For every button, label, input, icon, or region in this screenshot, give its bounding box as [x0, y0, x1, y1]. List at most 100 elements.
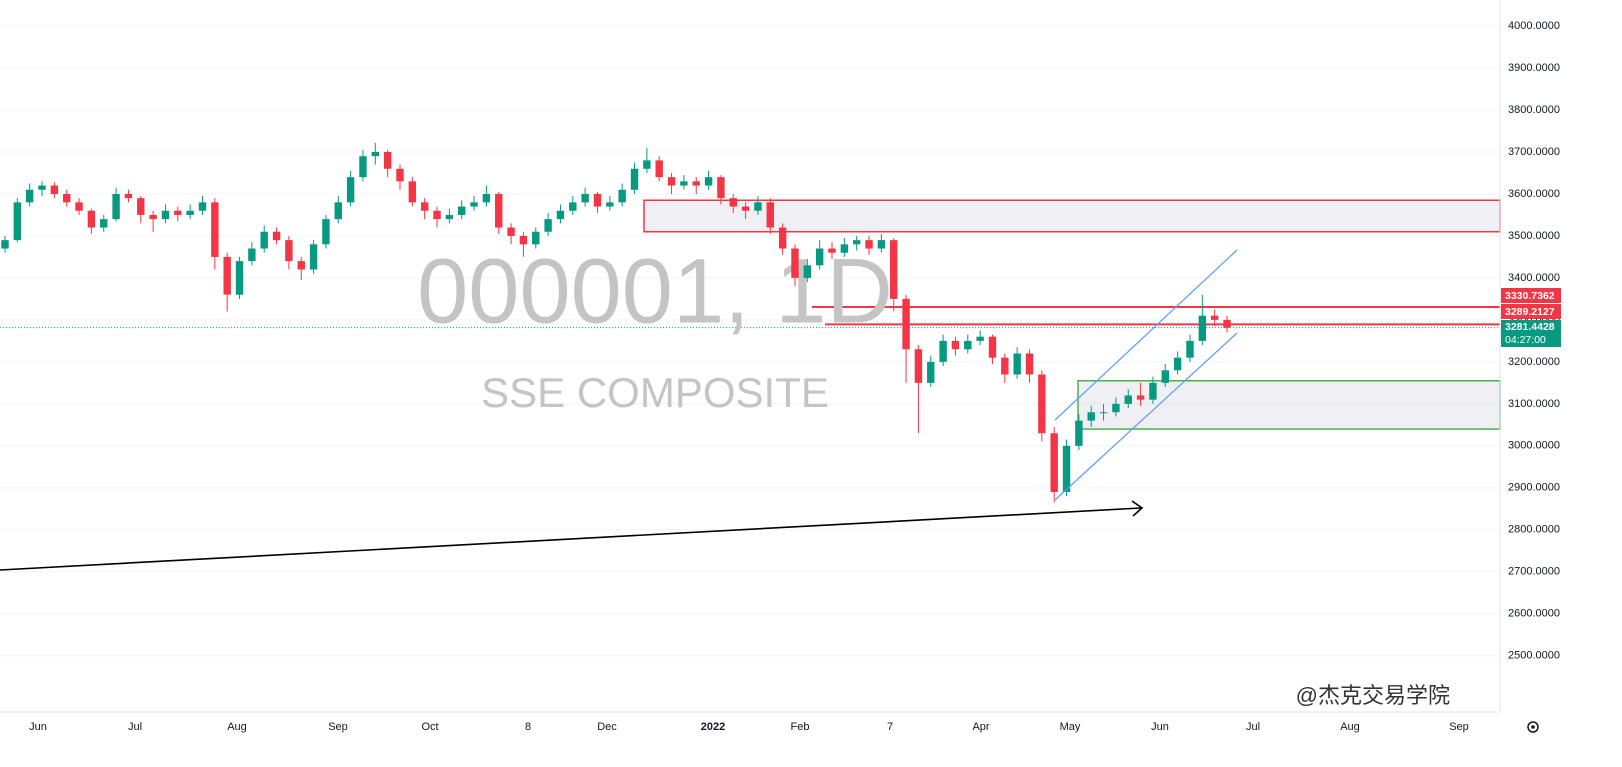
- channel-upper: [1054, 249, 1238, 421]
- candle-body: [235, 261, 244, 295]
- y-tick-label: 4000.0000: [1508, 20, 1560, 32]
- candle-body: [976, 336, 984, 341]
- candles: [1, 142, 1231, 503]
- candle-body: [606, 202, 614, 207]
- candle-body: [729, 198, 737, 207]
- zone: [643, 199, 1501, 233]
- candle-body: [359, 156, 367, 178]
- candle-body: [988, 336, 997, 358]
- y-tick-label: 3200.0000: [1508, 356, 1560, 368]
- candle-body: [877, 240, 886, 249]
- candle-body: [519, 235, 528, 245]
- candle-body: [482, 193, 491, 203]
- y-tick-label: 2600.0000: [1508, 608, 1560, 620]
- candle-body: [828, 248, 836, 253]
- level-price-label: 3289.2127: [1505, 306, 1555, 318]
- countdown: 04:27:00: [1505, 334, 1546, 346]
- symbol-description: SSE COMPOSITE: [481, 369, 829, 416]
- candle-body: [803, 265, 812, 278]
- x-tick-label: May: [1060, 721, 1081, 733]
- author-watermark: @杰克交易学院: [1296, 683, 1450, 708]
- gear-center[interactable]: [1531, 725, 1535, 729]
- candle-body: [383, 151, 392, 169]
- candle-body: [297, 261, 305, 270]
- candle-body: [149, 214, 157, 220]
- candle-body: [50, 185, 59, 194]
- candle-body: [1210, 315, 1219, 320]
- x-tick-label: 2022: [701, 721, 725, 733]
- candle-body: [13, 202, 22, 241]
- current-price-label: 3281.4428: [1505, 321, 1555, 333]
- candle-body: [1112, 403, 1120, 413]
- candle-body: [100, 219, 108, 228]
- y-tick-label: 2700.0000: [1508, 566, 1560, 578]
- candle-body: [1161, 370, 1169, 383]
- candle-body: [532, 231, 540, 245]
- candle-body: [618, 189, 626, 203]
- x-tick-label: Feb: [791, 721, 810, 733]
- level-price-label: 3330.7362: [1505, 290, 1555, 302]
- candle-body: [260, 231, 268, 249]
- candle-body: [186, 210, 194, 215]
- x-tick-label: Jul: [1246, 721, 1260, 733]
- candle-body: [581, 193, 589, 203]
- candle-body: [137, 198, 145, 215]
- candle-body: [902, 298, 910, 350]
- candle-body: [63, 193, 71, 203]
- candle-body: [248, 248, 256, 262]
- level-price-box: [1501, 288, 1561, 303]
- y-tick-label: 3900.0000: [1508, 62, 1560, 74]
- gear[interactable]: [1527, 721, 1539, 733]
- y-tick-label: 3000.0000: [1508, 440, 1560, 452]
- candle-body: [852, 240, 861, 245]
- candle-body: [890, 240, 898, 299]
- x-tick-label: Sep: [1449, 721, 1469, 733]
- axes: 2500.0000 2600.0000 2700.0000 2800.0000 2900…: [29, 20, 1561, 733]
- candle-body: [667, 177, 676, 186]
- candle-body: [371, 151, 380, 157]
- x-tick-label: Dec: [597, 721, 617, 733]
- candle-body: [865, 240, 873, 249]
- candle-body: [1013, 353, 1021, 375]
- candle-body: [420, 202, 429, 211]
- candle-body: [692, 181, 700, 186]
- candle-body: [396, 168, 404, 182]
- x-tick-label: 7: [887, 721, 893, 733]
- candle-body: [507, 227, 515, 236]
- candle-body: [75, 202, 83, 211]
- settings-icon[interactable]: [1527, 721, 1539, 733]
- candle-body: [815, 248, 824, 266]
- x-tick-label: Aug: [1340, 721, 1360, 733]
- candle-body: [346, 177, 355, 203]
- y-tick-label: 2800.0000: [1508, 524, 1560, 536]
- candle-body: [840, 244, 849, 253]
- x-tick-label: 8: [525, 721, 531, 733]
- channel-lower: [1054, 332, 1238, 501]
- candle-body: [964, 340, 972, 350]
- candle-body: [174, 210, 182, 215]
- candle-body: [717, 177, 725, 199]
- x-tick-label: Apr: [972, 721, 989, 733]
- candle-body: [778, 227, 787, 249]
- candle-body: [112, 193, 120, 220]
- candle-body: [433, 210, 441, 220]
- x-tick-label: Aug: [227, 721, 247, 733]
- grid: [0, 25, 1500, 657]
- candle-body: [1025, 353, 1034, 375]
- candle-body: [1173, 357, 1182, 371]
- x-tick-label: Jul: [128, 721, 142, 733]
- candle-body: [124, 193, 133, 199]
- candle-body: [1223, 319, 1231, 328]
- candle-body: [680, 181, 688, 186]
- candle-body: [1062, 445, 1071, 493]
- candle-body: [1087, 412, 1095, 421]
- candle-body: [445, 214, 454, 220]
- candle-body: [951, 340, 960, 350]
- x-tick-label: Jun: [1151, 721, 1169, 733]
- candle-body: [1, 240, 9, 249]
- y-tick-label: 3400.0000: [1508, 272, 1560, 284]
- x-tick-label: Oct: [421, 721, 438, 733]
- trend-arrow: [0, 507, 1142, 571]
- candle-body: [927, 361, 935, 383]
